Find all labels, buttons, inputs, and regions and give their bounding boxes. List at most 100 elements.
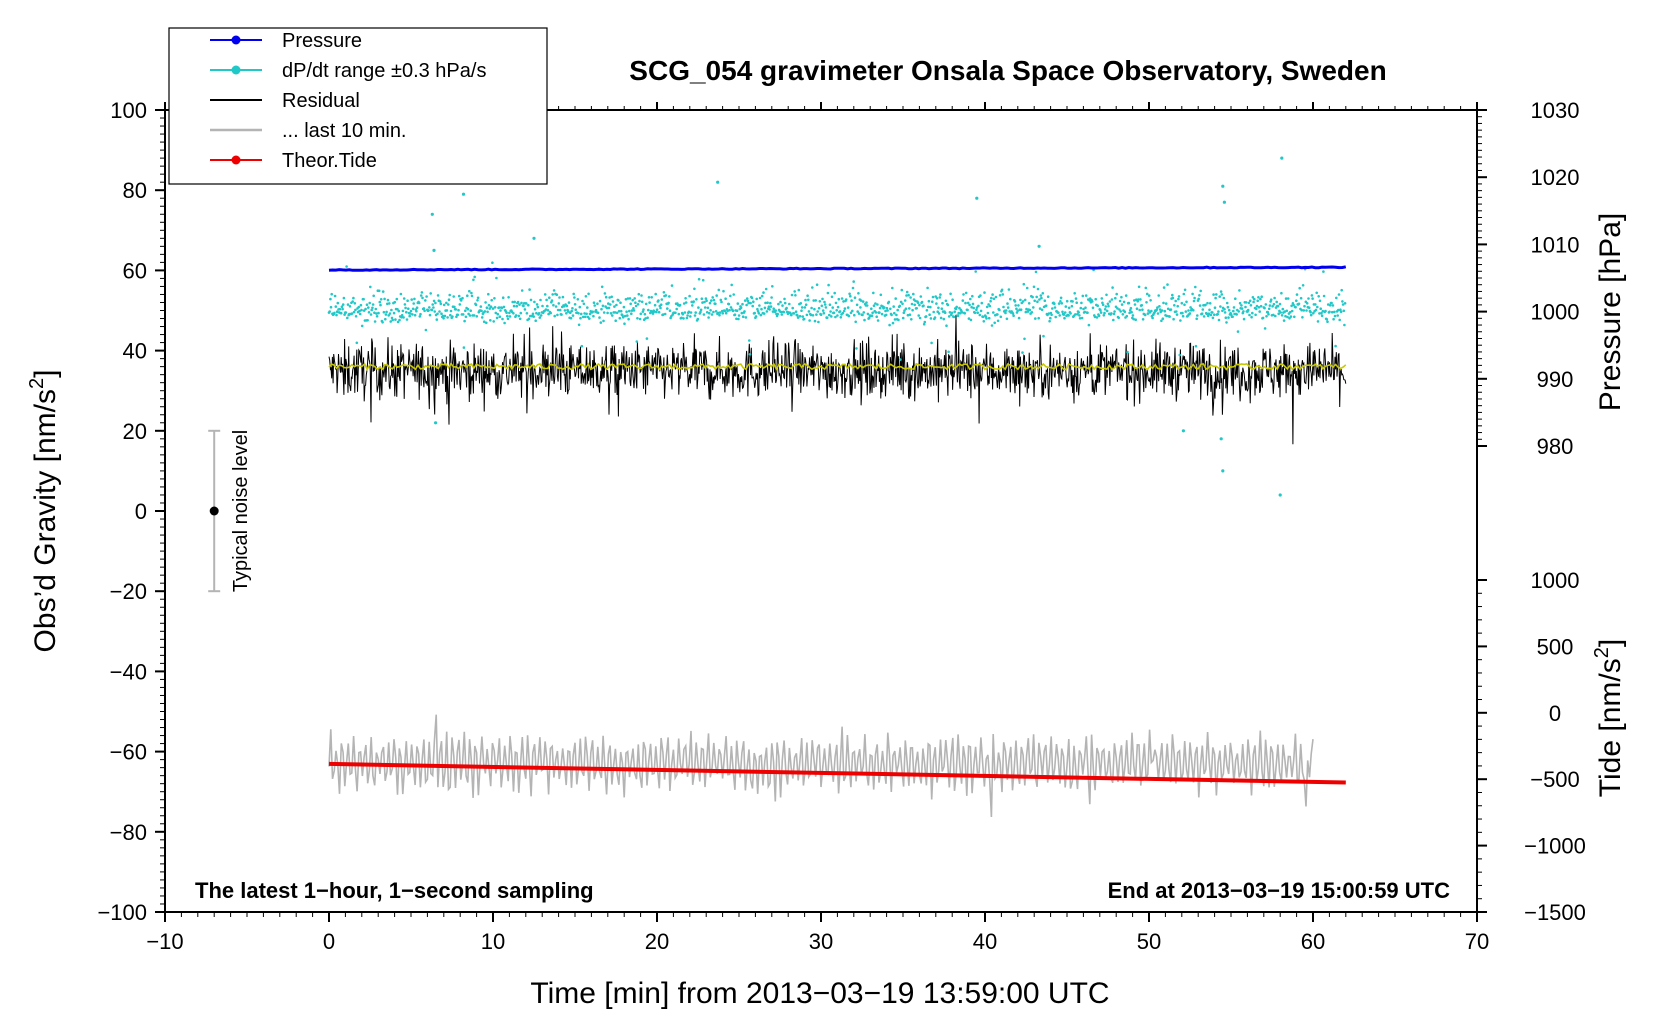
dpdt-point: [451, 315, 454, 318]
dpdt-point: [935, 297, 939, 300]
dpdt-point: [766, 301, 769, 305]
dpdt-point: [584, 295, 588, 298]
dpdt-point: [796, 314, 799, 317]
dpdt-point: [430, 308, 434, 312]
dpdt-point: [1127, 301, 1131, 305]
dpdt-point: [630, 312, 633, 316]
dpdt-point: [709, 309, 712, 312]
y-tick-label: 80: [123, 178, 147, 203]
dpdt-point: [635, 340, 639, 343]
dpdt-point: [630, 309, 634, 312]
dpdt-point: [917, 314, 920, 317]
dpdt-point: [1024, 310, 1028, 314]
dpdt-point: [843, 307, 847, 310]
dpdt-point: [905, 294, 908, 297]
dpdt-point: [636, 317, 639, 320]
dpdt-point: [859, 306, 862, 309]
dpdt-point: [1227, 308, 1231, 312]
dpdt-point: [617, 309, 621, 313]
dpdt-point: [1046, 295, 1050, 299]
dpdt-point: [1028, 308, 1032, 312]
x-tick-label: 60: [1301, 929, 1325, 954]
dpdt-point: [931, 295, 935, 299]
dpdt-point: [357, 305, 361, 309]
dpdt-point: [636, 303, 640, 306]
dpdt-point: [691, 304, 694, 307]
dpdt-point: [1013, 300, 1017, 303]
dpdt-point: [1129, 306, 1133, 310]
dpdt-point: [573, 296, 576, 299]
dpdt-point: [1158, 305, 1161, 308]
dpdt-point: [720, 309, 724, 313]
plot-frame: [164, 109, 1478, 913]
dpdt-point: [906, 313, 910, 317]
dpdt-point: [552, 289, 556, 292]
dpdt-point: [602, 311, 606, 314]
dpdt-point: [400, 313, 404, 317]
dpdt-point: [1282, 319, 1286, 322]
dpdt-point: [931, 300, 934, 304]
dpdt-point: [1182, 292, 1186, 296]
dpdt-point: [896, 308, 899, 312]
dpdt-point: [1015, 307, 1018, 311]
dpdt-point: [1103, 308, 1107, 311]
dpdt-point: [1023, 337, 1026, 341]
dpdt-point: [1211, 311, 1214, 314]
dpdt-point: [1252, 300, 1255, 304]
dpdt-point: [861, 300, 865, 303]
dpdt-point: [748, 339, 751, 342]
dpdt-point: [623, 322, 626, 326]
dpdt-point: [1016, 309, 1019, 313]
dpdt-point: [701, 301, 704, 304]
dpdt-point: [755, 297, 758, 301]
dpdt-point: [1177, 295, 1181, 298]
dpdt-point: [666, 307, 669, 310]
dpdt-point: [1165, 314, 1169, 318]
dpdt-point: [1315, 291, 1318, 295]
dpdt-point: [518, 317, 522, 321]
dpdt-point: [854, 320, 857, 324]
dpdt-point: [571, 307, 574, 310]
dpdt-point: [428, 306, 431, 309]
dpdt-point: [1067, 314, 1070, 317]
dpdt-point: [537, 312, 541, 315]
dpdt-point: [1317, 295, 1320, 298]
dpdt-point: [1132, 317, 1135, 321]
dpdt-point: [1218, 295, 1221, 298]
dpdt-point: [1194, 285, 1197, 289]
dpdt-point: [819, 313, 823, 317]
dpdt-point: [1255, 307, 1258, 311]
dpdt-point: [598, 316, 601, 319]
dpdt-point: [966, 308, 969, 312]
dpdt-point: [487, 303, 491, 307]
dpdt-point: [501, 317, 504, 321]
dpdt-point: [657, 310, 661, 314]
dpdt-point: [534, 319, 537, 323]
dpdt-point: [919, 295, 923, 298]
dpdt-point: [1073, 292, 1076, 295]
dpdt-point: [1318, 312, 1321, 315]
dpdt-point: [769, 305, 773, 308]
dpdt-point: [1166, 307, 1170, 311]
dpdt-point: [701, 278, 705, 282]
dpdt-point: [807, 298, 810, 302]
dpdt-point: [1312, 311, 1315, 315]
dpdt-point: [1062, 313, 1066, 316]
dpdt-point: [432, 299, 436, 303]
dpdt-point: [974, 270, 977, 273]
dpdt-point: [792, 312, 796, 315]
y-axis-title-pressure-text: Pressure [hPa]: [1594, 213, 1627, 411]
dpdt-point: [653, 310, 656, 313]
dpdt-point: [697, 306, 700, 309]
dpdt-point: [839, 316, 843, 319]
dpdt-point: [1171, 293, 1174, 297]
x-tick-label: −10: [146, 929, 183, 954]
dpdt-point: [1326, 303, 1330, 306]
pressure-tick-label: 1000: [1531, 300, 1580, 325]
dpdt-point: [574, 308, 577, 312]
dpdt-point: [604, 295, 608, 299]
dpdt-point: [346, 303, 350, 306]
dpdt-point: [1082, 307, 1085, 311]
dpdt-point: [837, 297, 841, 301]
dpdt-point: [1229, 313, 1233, 316]
